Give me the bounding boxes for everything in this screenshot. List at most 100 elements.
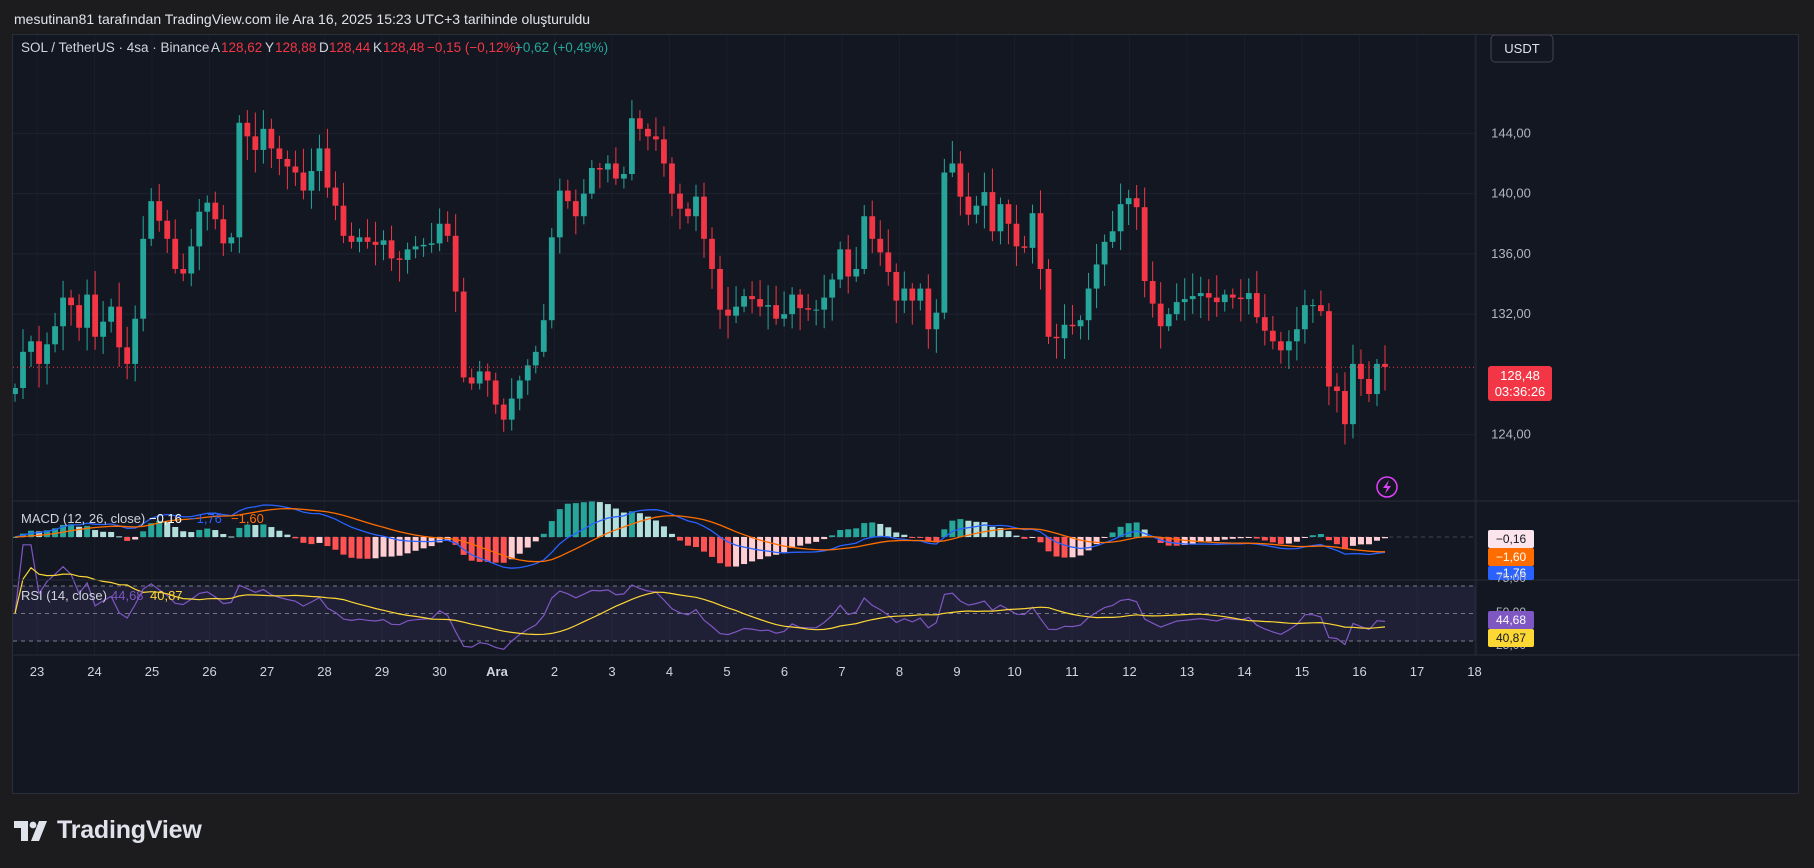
candle-body — [300, 172, 307, 191]
macd-histogram-bar — [973, 521, 980, 537]
time-tick-label: 5 — [723, 664, 730, 679]
candle-body — [789, 294, 796, 315]
time-tick-label: 2 — [551, 664, 558, 679]
high-label: Y — [265, 40, 274, 55]
candle-body — [941, 172, 948, 313]
macd-histogram-bar — [773, 537, 780, 555]
candle-body — [893, 271, 900, 301]
candle-body — [36, 341, 42, 364]
macd-histogram-bar — [1277, 537, 1284, 544]
candle-body — [204, 202, 211, 212]
candle-body — [332, 187, 339, 206]
time-tick-label: 4 — [666, 664, 673, 679]
macd-histogram-bar — [124, 537, 131, 541]
candle-body — [1253, 293, 1260, 318]
candle-body — [284, 158, 291, 167]
macd-histogram-bar — [837, 529, 844, 537]
rsi-pane — [13, 544, 1476, 650]
candle-body — [1045, 268, 1052, 337]
candle-body — [1125, 198, 1132, 205]
candle-body — [532, 351, 539, 366]
change-value: −0,15 (−0,12%) — [427, 40, 520, 55]
candle-body — [1366, 378, 1372, 395]
price-tick-label: 124,00 — [1491, 427, 1531, 442]
candle-body — [981, 192, 988, 206]
last-price-value: 128,48 — [1500, 368, 1540, 383]
candle-body — [645, 128, 651, 137]
candle-body — [1326, 311, 1332, 387]
macd-histogram-bar — [92, 530, 99, 537]
macd-histogram-bar — [989, 526, 996, 537]
candle-body — [28, 341, 34, 352]
candle-body — [1342, 391, 1348, 425]
macd-histogram-bar — [556, 509, 563, 537]
candle-body — [140, 238, 147, 319]
candle-body — [244, 122, 251, 137]
macd-histogram-bar — [829, 535, 836, 537]
candle-body — [596, 168, 603, 170]
macd-histogram-bar — [821, 537, 828, 540]
macd-histogram-bar — [268, 527, 275, 537]
macd-histogram-bar — [196, 529, 203, 537]
macd-signal-value: −1,60 — [231, 511, 264, 526]
candle-body — [164, 220, 171, 239]
candle-body — [1261, 317, 1268, 331]
candle-body — [909, 288, 916, 301]
macd-histogram-bar — [468, 537, 475, 561]
candle-body — [837, 249, 844, 280]
candle-body — [1117, 204, 1124, 232]
macd-histogram-bar — [636, 513, 643, 537]
candle-body — [100, 321, 107, 337]
lightning-icon[interactable] — [1376, 476, 1398, 498]
candle-body — [861, 216, 868, 269]
time-tick-label: 7 — [838, 664, 845, 679]
candle-body — [669, 163, 675, 194]
candle-body — [853, 268, 860, 277]
tradingview-logo-icon — [14, 820, 47, 841]
candle-body — [396, 258, 403, 260]
macd-histogram-bar — [1101, 537, 1108, 538]
rsi-axis-labels: 75,00 50,00 25,00 44,68 40,87 — [1488, 571, 1534, 652]
candle-body — [1109, 231, 1116, 242]
currency-button[interactable]: USDT — [1490, 34, 1554, 63]
macd-histogram-bar — [52, 528, 59, 537]
candle-body — [1173, 302, 1180, 315]
tradingview-logo[interactable]: TradingView — [14, 816, 202, 845]
macd-histogram-bar — [420, 537, 427, 549]
macd-histogram-bar — [1269, 537, 1276, 543]
macd-histogram-bar — [380, 537, 387, 557]
time-tick-label: 24 — [87, 664, 101, 679]
macd-histogram-bar — [1325, 537, 1332, 541]
candle-body — [196, 211, 203, 247]
macd-histogram-bar — [813, 537, 820, 542]
chart-panel[interactable]: 144,00 140,00 136,00 132,00 124,00 23 24 25 26 27… — [12, 34, 1800, 795]
macd-histogram-bar — [1333, 537, 1340, 545]
macd-histogram-bar — [1221, 537, 1228, 540]
candle-body — [1358, 363, 1364, 379]
candle-body — [805, 308, 812, 310]
candle-body — [556, 190, 563, 238]
candle-body — [701, 196, 707, 239]
candle-body — [156, 201, 163, 221]
macd-histogram-bar — [997, 527, 1004, 537]
candle-body — [821, 297, 828, 310]
macd-histogram-bar — [805, 537, 812, 544]
candle-body — [629, 118, 635, 175]
candle-body — [428, 243, 435, 245]
macd-histogram-bar — [1077, 537, 1084, 556]
candle-body — [52, 326, 58, 345]
candle-body — [476, 371, 483, 384]
macd-histogram-bar — [260, 524, 267, 537]
macd-histogram-bar — [1181, 537, 1188, 545]
candle-body — [757, 299, 763, 307]
candle-body — [997, 204, 1004, 232]
candle-body — [436, 223, 443, 244]
macd-histogram-bar — [717, 537, 724, 564]
macd-histogram-bar — [877, 523, 884, 537]
candle-body — [1245, 293, 1252, 300]
macd-histogram-bar — [164, 522, 171, 537]
macd-histogram-bar — [845, 529, 852, 537]
macd-histogram-bar — [156, 520, 163, 537]
